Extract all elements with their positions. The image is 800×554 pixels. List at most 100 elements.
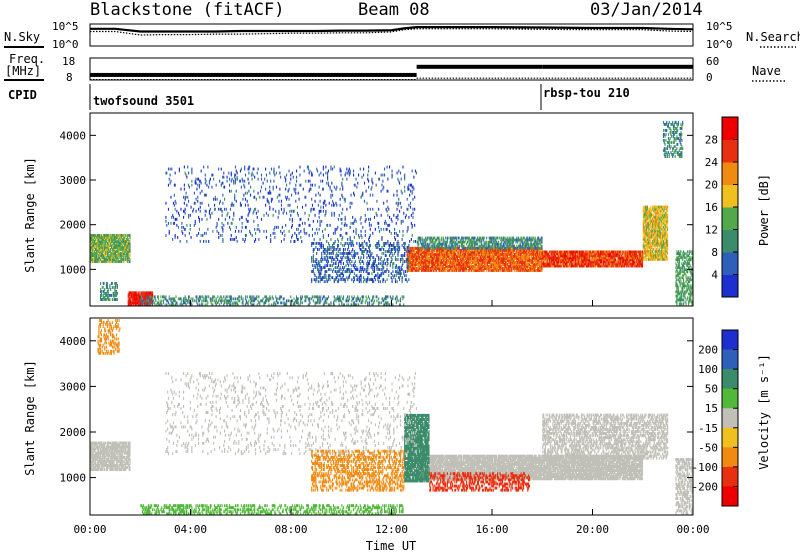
data-cell	[667, 210, 668, 213]
data-cell	[541, 237, 542, 240]
data-cell	[345, 256, 346, 259]
data-cell	[448, 237, 449, 240]
freq-tick-top: 18	[62, 55, 75, 68]
data-cell	[667, 240, 668, 243]
beam-label: Beam 08	[358, 0, 430, 20]
data-cell	[499, 237, 500, 240]
data-cell	[420, 247, 421, 250]
data-cell	[667, 252, 668, 255]
data-cell	[113, 286, 114, 289]
data-cell	[667, 206, 668, 209]
data-cell	[345, 264, 346, 267]
data-cell	[338, 278, 339, 281]
data-cell	[486, 237, 487, 240]
data-cell	[335, 260, 336, 263]
data-cell	[311, 256, 312, 259]
data-cell	[332, 276, 333, 279]
data-cell	[139, 291, 140, 294]
data-cell	[667, 226, 668, 229]
cpid-label: CPID	[8, 88, 37, 102]
data-cell	[324, 256, 325, 259]
data-cell	[337, 274, 338, 277]
data-cell	[541, 245, 542, 248]
data-cell	[667, 234, 668, 237]
date-label: 03/Jan/2014	[590, 0, 703, 20]
data-cell	[344, 266, 345, 269]
data-cell	[100, 282, 101, 285]
data-cell	[326, 270, 327, 273]
data-cell	[667, 214, 668, 217]
data-cell	[335, 266, 336, 269]
data-cell	[315, 274, 316, 277]
data-cell	[350, 262, 351, 265]
data-cell	[349, 268, 350, 271]
data-cell	[323, 244, 324, 247]
noise-search-label: N.Search	[746, 30, 800, 44]
noise-sky-label: N.Sky	[4, 30, 40, 44]
data-cell	[539, 247, 540, 250]
data-cell	[329, 268, 330, 271]
data-cell	[111, 294, 112, 297]
data-cell	[104, 288, 105, 291]
data-cell	[333, 262, 334, 265]
data-cell	[344, 252, 345, 255]
data-cell	[528, 243, 529, 246]
data-cell	[464, 245, 465, 248]
data-cell	[110, 288, 111, 291]
data-cell	[337, 258, 338, 261]
data-cell	[316, 276, 317, 279]
data-cell	[312, 264, 313, 267]
data-cell	[653, 248, 654, 251]
data-cell	[107, 282, 108, 285]
data-cell	[324, 280, 325, 283]
radar-figure: Blackstone (fitACF) Beam 08 03/Jan/2014 …	[0, 0, 800, 554]
data-cell	[350, 258, 351, 261]
data-cell	[420, 237, 421, 240]
data-cell	[443, 247, 444, 250]
data-cell	[343, 248, 344, 251]
data-cell	[322, 258, 323, 261]
data-cell	[418, 243, 419, 246]
data-cell	[646, 258, 647, 261]
cpid-strip: twofsound 3501 rbsp-tou 210	[90, 84, 630, 110]
freq-segment	[417, 65, 543, 69]
data-cell	[498, 241, 499, 244]
data-cell	[459, 245, 460, 248]
data-cell	[325, 264, 326, 267]
data-cell	[109, 284, 110, 287]
noise-right-tick-bottom: 10^0	[706, 38, 733, 51]
data-cell	[474, 237, 475, 240]
data-cell	[125, 234, 126, 237]
data-cell	[620, 251, 621, 254]
data-cell	[497, 237, 498, 240]
data-cell	[152, 291, 153, 294]
data-cell	[338, 254, 339, 257]
data-cell	[315, 246, 316, 249]
data-cell	[445, 237, 446, 240]
data-cell	[345, 278, 346, 281]
chart-title: Blackstone (fitACF)	[90, 0, 284, 20]
freq-segment	[90, 73, 417, 77]
data-cell	[112, 282, 113, 285]
data-cell	[103, 286, 104, 289]
data-cell	[109, 298, 110, 301]
data-cell	[340, 248, 341, 251]
data-cell	[463, 237, 464, 240]
data-cell	[447, 237, 448, 240]
noise-left-tick-bottom: 10^0	[52, 38, 79, 51]
data-cell	[667, 258, 668, 261]
data-cell	[333, 268, 334, 271]
data-cell	[313, 254, 314, 257]
data-cell	[330, 252, 331, 255]
noise-panel: N.Sky 10^5 10^0 10^5 10^0 N.Search	[4, 20, 800, 51]
data-cell	[477, 243, 478, 246]
data-cell	[441, 237, 442, 240]
data-cell	[514, 245, 515, 248]
data-cell	[108, 288, 109, 291]
data-cell	[317, 248, 318, 251]
data-cell	[129, 258, 130, 261]
data-cell	[328, 260, 329, 263]
data-cell	[314, 248, 315, 251]
data-cell	[329, 244, 330, 247]
